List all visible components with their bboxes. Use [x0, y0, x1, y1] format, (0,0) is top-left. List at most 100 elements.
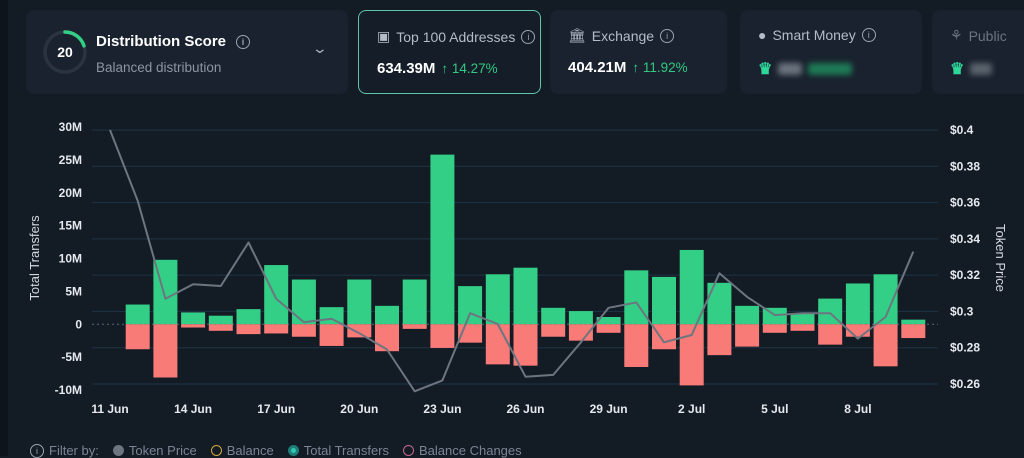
- positive-bar: [652, 276, 676, 325]
- chevron-down-icon[interactable]: ⌄: [311, 40, 329, 56]
- positive-bar: [541, 307, 566, 325]
- card-title: Public: [968, 27, 1007, 44]
- legend-item-label: Balance Changes: [419, 443, 522, 458]
- blurred-change: [808, 63, 853, 75]
- positive-bar: [291, 279, 316, 325]
- positive-bar: [347, 279, 372, 325]
- y-tick-label: 0: [75, 317, 82, 331]
- exchange-card[interactable]: 🏛︎ Exchange i 404.21M ↑ 11.92%: [550, 10, 727, 94]
- y2-tick-label: $0.28: [950, 341, 980, 355]
- positive-bar: [901, 319, 926, 325]
- crown-icon: ♛: [950, 61, 965, 78]
- y2-tick-label: $0.38: [950, 159, 980, 173]
- public-card[interactable]: ⚘ Public ♛: [932, 10, 1024, 94]
- negative-bar: [402, 324, 427, 329]
- token-price-line: [109, 129, 915, 393]
- blurred-value: [778, 63, 803, 75]
- card-title: Top 100 Addresses: [396, 28, 516, 45]
- positive-bar: [679, 249, 704, 325]
- negative-bar: [541, 324, 566, 337]
- x-tick-label: 5 Jul: [761, 402, 788, 416]
- y2-tick-label: $0.26: [950, 377, 980, 391]
- bank-icon: 🏛︎: [568, 27, 586, 43]
- info-icon[interactable]: i: [236, 34, 251, 49]
- x-tick-label: 2 Jul: [678, 402, 705, 416]
- negative-bar: [568, 324, 593, 341]
- info-icon[interactable]: i: [30, 443, 44, 458]
- negative-bar: [735, 324, 760, 347]
- radio-icon: [403, 445, 415, 456]
- y-tick-label: 5M: [65, 284, 82, 298]
- negative-bar: [652, 324, 676, 350]
- radio-icon: [210, 445, 222, 456]
- negative-bar: [790, 324, 815, 331]
- info-icon[interactable]: i: [521, 29, 536, 44]
- positive-bar: [485, 274, 510, 325]
- card-change: ↑ 14.27%: [441, 61, 498, 76]
- negative-bar: [430, 324, 455, 348]
- x-tick-label: 23 Jun: [423, 402, 461, 416]
- negative-bar: [319, 324, 344, 346]
- y-tick-label: 10M: [59, 252, 82, 266]
- smart-money-card[interactable]: ● Smart Money i ♛: [740, 10, 922, 94]
- info-icon[interactable]: i: [861, 28, 876, 42]
- negative-bar: [513, 324, 538, 366]
- score-subtitle: Balanced distribution: [96, 60, 222, 75]
- left-edge: [0, 0, 8, 456]
- legend-item-label: Total Transfers: [303, 443, 390, 458]
- y-axis-title: Total Transfers: [27, 215, 42, 301]
- negative-bar: [291, 324, 316, 337]
- y-tick-label: 15M: [59, 219, 82, 233]
- card-title: Smart Money: [772, 27, 856, 43]
- positive-bar: [319, 307, 344, 325]
- positive-bar: [375, 305, 399, 325]
- positive-bar: [596, 317, 621, 325]
- y-tick-label: 30M: [59, 120, 82, 134]
- negative-bar: [818, 324, 843, 345]
- positive-bar: [568, 311, 593, 325]
- negative-bar: [873, 324, 898, 367]
- positive-bar: [707, 282, 732, 325]
- negative-bar: [624, 324, 649, 367]
- card-value: 404.21M: [568, 59, 627, 76]
- positive-bar: [402, 279, 427, 325]
- top-100-addresses-card[interactable]: ▣ Top 100 Addresses i 634.39M ↑ 14.27%: [358, 10, 541, 94]
- distribution-score-card[interactable]: 20 Distribution Score i Balanced distrib…: [26, 10, 348, 94]
- legend-item-label: Token Price: [128, 443, 197, 458]
- score-value: 20: [57, 44, 73, 60]
- positive-bar: [513, 267, 538, 325]
- y2-tick-label: $0.32: [950, 268, 980, 282]
- negative-bar: [347, 324, 372, 338]
- card-value: 634.39M: [377, 60, 436, 77]
- crown-icon: ♛: [758, 61, 773, 78]
- legend-label: Filter by:: [49, 443, 99, 458]
- positive-bar: [208, 315, 233, 325]
- info-icon[interactable]: i: [660, 28, 675, 43]
- y2-tick-label: $0.3: [950, 304, 974, 318]
- negative-bar: [375, 324, 399, 352]
- public-icon: ⚘: [950, 27, 963, 43]
- legend-item-label: Balance: [226, 443, 274, 458]
- x-tick-label: 17 Jun: [257, 402, 295, 416]
- negative-bar: [264, 324, 289, 334]
- negative-bar: [153, 324, 178, 378]
- legend-token-price[interactable]: Token Price: [112, 443, 197, 458]
- y-tick-label: -5M: [61, 350, 82, 364]
- positive-bar: [430, 154, 455, 325]
- x-tick-label: 14 Jun: [174, 402, 212, 416]
- y2-tick-label: $0.4: [950, 123, 974, 137]
- positive-bar: [735, 305, 760, 325]
- x-tick-label: 8 Jul: [844, 402, 871, 416]
- positive-bar: [125, 304, 150, 325]
- y-tick-label: -10M: [55, 383, 82, 397]
- legend-total-transfers[interactable]: Total Transfers: [287, 443, 390, 458]
- sunglasses-icon: ●: [758, 27, 767, 43]
- radio-icon: [287, 445, 299, 456]
- negative-bar: [125, 324, 150, 350]
- positive-bar: [264, 265, 289, 325]
- radio-icon: [112, 445, 124, 456]
- negative-bar: [181, 324, 206, 328]
- y2-tick-label: $0.36: [950, 196, 980, 210]
- score-ring: 20: [43, 30, 87, 74]
